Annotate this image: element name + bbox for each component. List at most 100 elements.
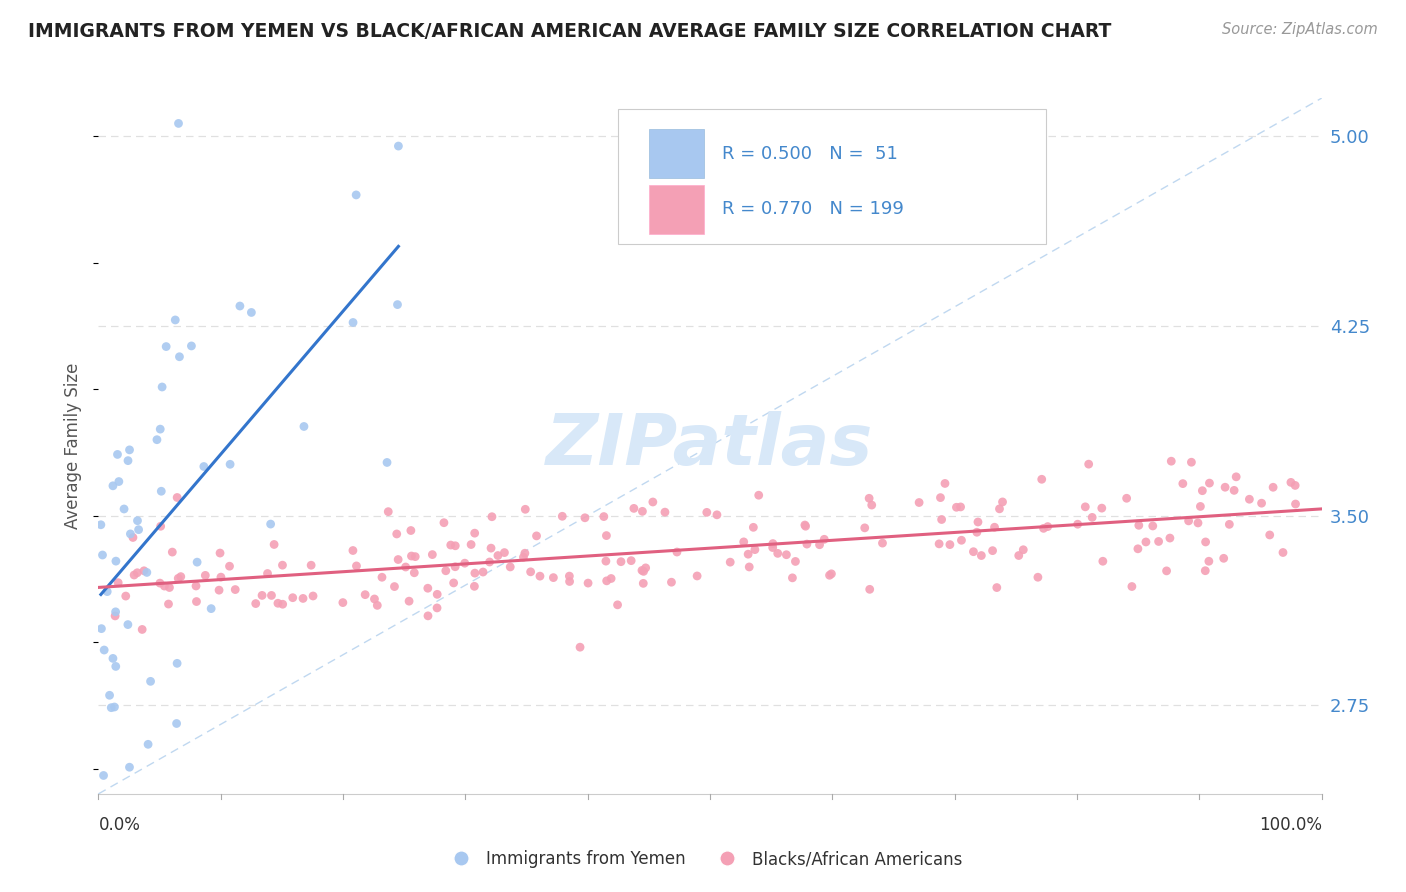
Point [967, 515, 990, 529]
Point [200, 601, 222, 615]
Point [186, 594, 208, 608]
Point [104, 605, 127, 619]
Point [263, 537, 285, 551]
Point [950, 533, 973, 548]
Point [966, 525, 988, 540]
Point [139, 674, 162, 689]
Point [600, 572, 623, 586]
Point [387, 552, 409, 566]
Point [858, 491, 880, 506]
Point [271, 558, 294, 573]
Point [860, 498, 883, 512]
Point [422, 548, 444, 562]
Point [1115, 491, 1137, 506]
Point [107, 575, 129, 590]
Point [986, 581, 1008, 595]
Point [558, 569, 581, 583]
Point [131, 623, 153, 637]
Point [104, 554, 127, 568]
Point [1077, 457, 1099, 471]
Point [499, 560, 522, 574]
Point [939, 538, 962, 552]
Point [595, 554, 617, 568]
Point [929, 491, 952, 505]
Point [983, 520, 1005, 534]
Point [775, 548, 797, 562]
Point [1180, 455, 1202, 469]
Point [794, 519, 817, 533]
FancyBboxPatch shape [650, 129, 704, 178]
Point [592, 509, 614, 524]
Point [132, 564, 155, 578]
Point [962, 544, 984, 558]
Point [558, 574, 581, 589]
Point [108, 475, 131, 489]
Point [631, 563, 654, 577]
Point [434, 564, 457, 578]
Point [733, 535, 755, 549]
Point [949, 500, 972, 514]
Point [281, 591, 304, 605]
Point [820, 566, 842, 581]
Point [166, 716, 188, 731]
Point [404, 549, 426, 564]
Point [1239, 492, 1261, 507]
Point [486, 549, 509, 563]
Point [184, 579, 207, 593]
Point [292, 591, 315, 606]
Point [519, 565, 541, 579]
Point [1279, 475, 1302, 490]
Point [416, 608, 439, 623]
Point [387, 139, 409, 153]
Point [165, 313, 187, 327]
Point [170, 569, 193, 583]
Point [444, 559, 467, 574]
Point [162, 545, 184, 559]
Point [641, 495, 664, 509]
Point [443, 576, 465, 591]
Point [332, 596, 354, 610]
Point [1171, 476, 1194, 491]
Point [169, 350, 191, 364]
Point [853, 521, 876, 535]
Text: IMMIGRANTS FROM YEMEN VS BLACK/AFRICAN AMERICAN AVERAGE FAMILY SIZE CORRELATION : IMMIGRANTS FROM YEMEN VS BLACK/AFRICAN A… [28, 22, 1112, 41]
Point [1194, 564, 1216, 578]
Point [526, 529, 548, 543]
Point [543, 571, 565, 585]
Point [117, 617, 139, 632]
Point [633, 576, 655, 591]
Point [515, 502, 537, 516]
Point [149, 422, 172, 436]
Point [1081, 510, 1104, 524]
Point [551, 509, 574, 524]
Point [1194, 535, 1216, 549]
Point [118, 760, 141, 774]
Point [595, 528, 617, 542]
Point [1191, 483, 1213, 498]
Point [1189, 500, 1212, 514]
Point [194, 568, 217, 582]
Point [706, 508, 728, 522]
Point [112, 502, 135, 516]
Point [117, 453, 139, 467]
Point [1284, 478, 1306, 492]
Point [384, 580, 406, 594]
Point [1250, 496, 1272, 510]
Point [610, 555, 633, 569]
Point [1008, 549, 1031, 563]
Point [186, 555, 208, 569]
Point [1135, 535, 1157, 549]
Point [742, 520, 765, 534]
Point [748, 488, 770, 502]
Point [576, 576, 599, 591]
Point [631, 504, 654, 518]
Point [606, 598, 628, 612]
Point [1156, 564, 1178, 578]
Point [150, 484, 173, 499]
Point [991, 495, 1014, 509]
Point [104, 608, 127, 623]
Point [934, 476, 956, 491]
Point [1223, 483, 1246, 498]
Point [346, 558, 368, 573]
Point [426, 587, 449, 601]
